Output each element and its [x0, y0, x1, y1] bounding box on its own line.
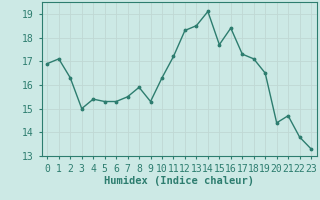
X-axis label: Humidex (Indice chaleur): Humidex (Indice chaleur): [104, 176, 254, 186]
